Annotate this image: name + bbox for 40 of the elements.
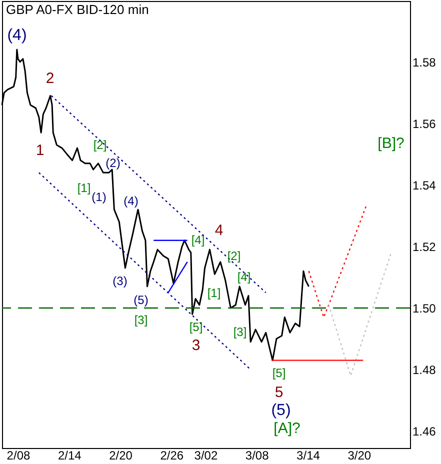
x-tick-label: 3/08 [245, 448, 270, 462]
x-tick-label: 3/14 [296, 448, 320, 462]
annotation: (5) [271, 402, 291, 419]
y-tick-label: 1.52 [412, 240, 436, 254]
annotation: 2 [46, 70, 54, 87]
annotation: [1] [77, 181, 91, 195]
annotation: (4) [124, 194, 138, 208]
annotation: [4] [237, 270, 251, 284]
annotation: 5 [274, 384, 284, 401]
annotation: [5] [189, 320, 203, 334]
x-tick-label: 3/20 [348, 448, 372, 462]
annotation: 1 [36, 142, 44, 159]
annotation: [3] [134, 313, 148, 327]
y-tick-label: 1.48 [412, 363, 436, 378]
annotation: [B]? [378, 135, 404, 152]
annotation: (1) [92, 190, 106, 204]
annotation: 4 [214, 222, 224, 239]
annotation: [5] [272, 366, 286, 380]
annotation: [1] [207, 286, 221, 300]
annotation: [4] [191, 233, 205, 247]
x-tick-label: 2/20 [109, 448, 133, 462]
x-tick-label: 2/26 [160, 448, 184, 462]
annotation: 3 [192, 337, 200, 354]
annotation: (2) [106, 156, 120, 170]
x-tick-label: 2/14 [58, 448, 82, 462]
x-tick-label: 3/02 [194, 448, 218, 462]
x-tick-label: 2/08 [6, 448, 30, 462]
y-tick-label: 1.54 [412, 178, 436, 192]
annotation: [2] [227, 249, 241, 263]
y-tick-label: 1.58 [412, 55, 436, 70]
y-tick-label: 1.56 [412, 116, 436, 131]
annotation: (3) [112, 274, 128, 288]
y-tick-label: 1.46 [412, 424, 436, 439]
y-tick-label: 1.50 [412, 302, 436, 316]
annotation: [2] [93, 138, 107, 152]
annotation: [3] [233, 325, 247, 339]
chart-title: GBP A0-FX BID-120 min [6, 2, 149, 17]
annotation: (4) [7, 27, 27, 44]
annotation: [A]? [274, 420, 300, 437]
annotation: (5) [134, 293, 148, 307]
